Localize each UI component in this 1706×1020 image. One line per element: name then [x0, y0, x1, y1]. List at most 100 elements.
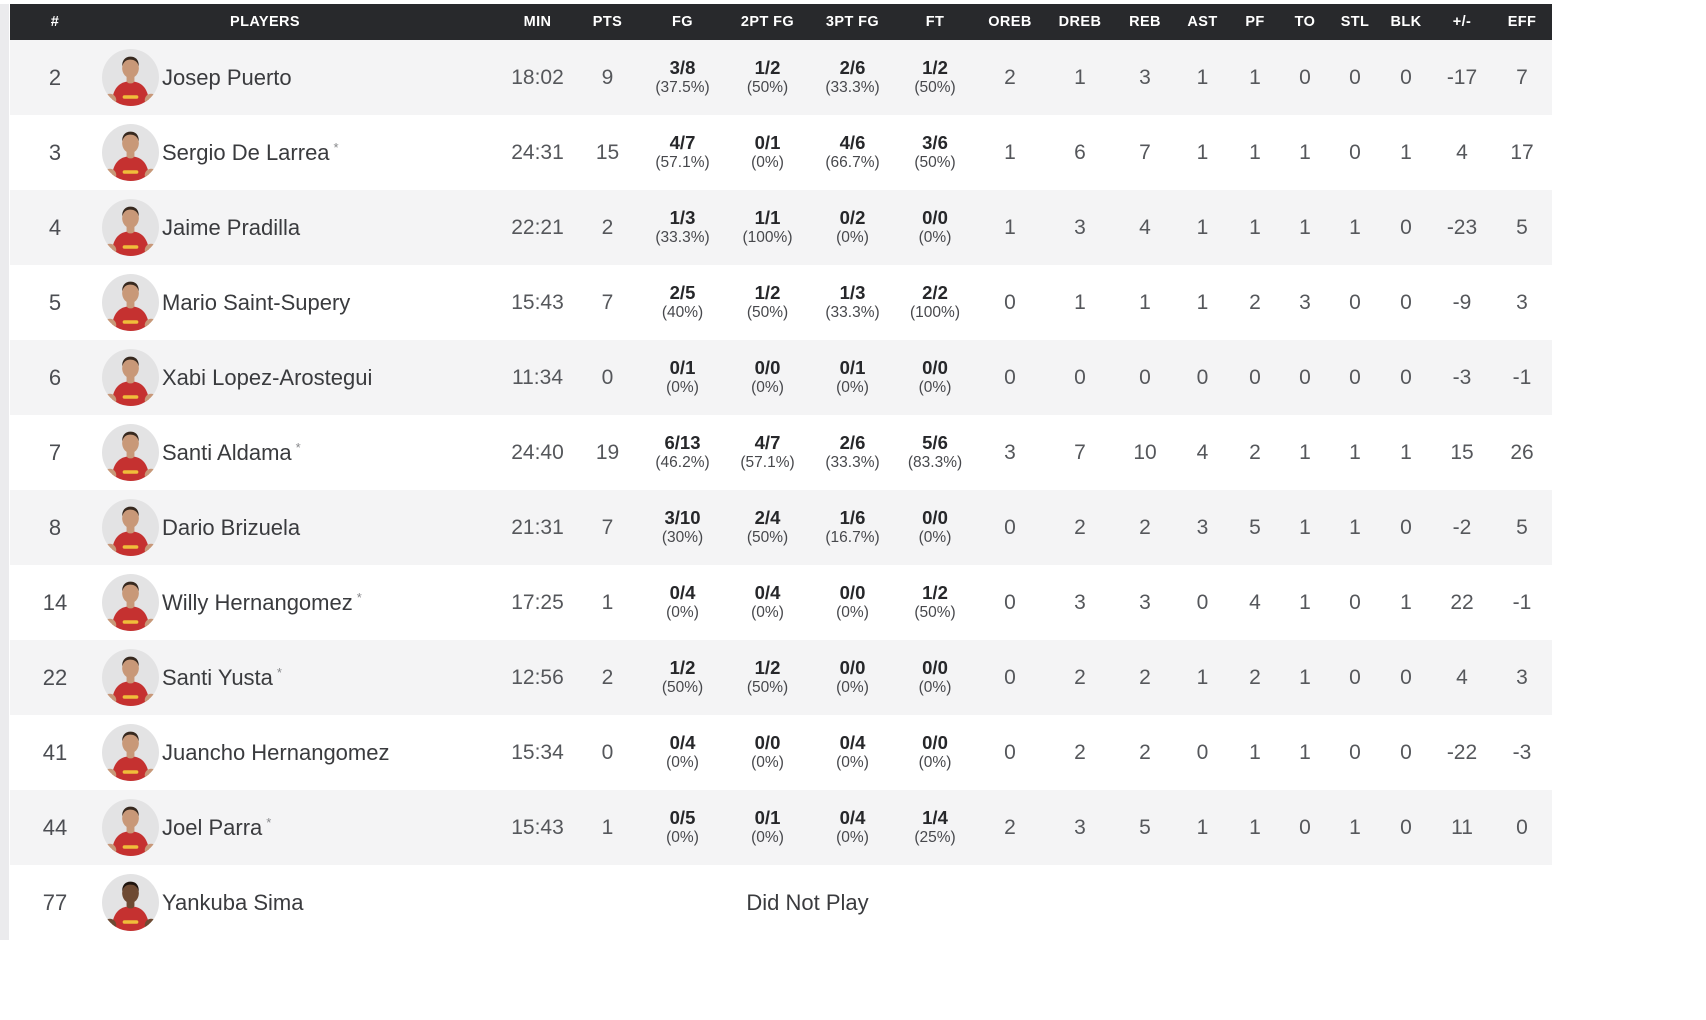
stat-oreb: 1: [1004, 215, 1016, 239]
column-header-ast: AST: [1187, 14, 1218, 30]
player-row[interactable]: 44 Joel Parra * 15:43 1 0/5 (0%) 0/1 (0%) 0/4 (0%…: [10, 790, 1552, 865]
stat-oreb: 0: [1004, 740, 1016, 764]
stat-fg2-made-attempted: 0/1: [754, 807, 781, 829]
player-name[interactable]: Joel Parra *: [160, 815, 500, 841]
player-avatar-cell: [100, 424, 160, 481]
column-header-stl: STL: [1340, 14, 1370, 30]
stat-dreb: 1: [1074, 290, 1086, 314]
stat-pts: 1: [601, 815, 614, 839]
player-avatar: [101, 199, 159, 256]
stat-stl: 0: [1349, 290, 1361, 314]
player-row[interactable]: 4 Jaime Pradilla 22:21 2 1/3 (33.3%) 1/1 (100%…: [10, 190, 1552, 265]
stat-fg: 4/7 (57.1%): [640, 132, 725, 172]
stat-pf: 2: [1249, 440, 1261, 464]
stat-fg2-percentage: (50%): [746, 304, 789, 322]
stat-fg-made-attempted: 3/8: [669, 57, 696, 79]
stat-fg3: 0/0 (0%): [810, 657, 895, 697]
player-avatar-cell: [100, 874, 160, 931]
stat-fg2-made-attempted: 0/0: [754, 732, 781, 754]
player-number: 44: [42, 814, 68, 840]
stat-pf: 2: [1249, 290, 1261, 314]
player-row[interactable]: 5 Mario Saint-Supery 15:43 7 2/5 (40%) 1/2 (50…: [10, 265, 1552, 340]
stat-fg2: 0/1 (0%): [725, 132, 810, 172]
stat-pm: 11: [1451, 815, 1473, 839]
player-number: 7: [48, 439, 62, 465]
stat-dreb: 3: [1074, 215, 1086, 239]
player-name[interactable]: Sergio De Larrea *: [160, 140, 500, 166]
player-avatar: [101, 799, 159, 856]
player-name[interactable]: Yankuba Sima: [160, 890, 500, 916]
player-row[interactable]: 6 Xabi Lopez-Arostegui 11:34 0 0/1 (0%) 0/0 (0…: [10, 340, 1552, 415]
stat-to: 0: [1299, 65, 1311, 89]
stat-fg-made-attempted: 0/1: [669, 357, 696, 379]
column-header-blk: BLK: [1390, 14, 1422, 30]
player-row[interactable]: 2 Josep Puerto 18:02 9 3/8 (37.5%) 1/2 (50%) 2/…: [10, 40, 1552, 115]
player-name[interactable]: Santi Yusta *: [160, 665, 500, 691]
player-number: 22: [42, 664, 68, 690]
player-name-text: Joel Parra: [162, 814, 263, 840]
player-avatar: [101, 424, 159, 481]
stat-ast: 1: [1196, 215, 1209, 239]
column-header-dreb: DREB: [1058, 14, 1102, 30]
player-avatar-cell: [100, 649, 160, 706]
starter-marker: *: [266, 814, 272, 830]
stat-reb: 10: [1133, 440, 1157, 464]
player-row[interactable]: 3 Sergio De Larrea * 24:31 15 4/7 (57.1%) 0/1(…: [10, 115, 1552, 190]
player-name[interactable]: Santi Aldama *: [160, 440, 500, 466]
stat-blk: 0: [1400, 665, 1412, 689]
stat-ft-made-attempted: 0/0: [922, 657, 948, 679]
stat-reb: 5: [1139, 815, 1151, 839]
stat-to: 1: [1299, 740, 1311, 764]
column-header-ft: FT: [925, 14, 945, 30]
player-number: 77: [42, 889, 68, 915]
player-name[interactable]: Juancho Hernangomez: [160, 740, 500, 766]
stat-ast: 0: [1196, 740, 1209, 764]
player-avatar-cell: [100, 499, 160, 556]
player-row[interactable]: 14 Willy Hernangomez * 17:25 1 0/4 (0%) 0/4 (0%…: [10, 565, 1552, 640]
stat-ft-made-attempted: 5/6: [922, 432, 948, 454]
stat-fg3-percentage: (0%): [836, 604, 869, 622]
stat-fg2-made-attempted: 1/1: [754, 207, 781, 229]
column-header-pf: PF: [1245, 14, 1265, 30]
stat-ft: 0/0 (0%): [895, 357, 975, 397]
player-avatar: [101, 49, 159, 106]
stat-fg3-made-attempted: 0/0: [839, 582, 866, 604]
stat-fg2: 1/1 (100%): [725, 207, 810, 247]
stat-to: 1: [1299, 590, 1311, 614]
stat-fg2-percentage: (0%): [751, 154, 784, 172]
player-name[interactable]: Dario Brizuela: [160, 515, 500, 541]
stat-pts: 0: [601, 740, 614, 764]
stat-reb: 1: [1139, 290, 1151, 314]
stat-stl: 1: [1349, 440, 1361, 464]
stat-dreb: 2: [1074, 665, 1086, 689]
stat-pm: -22: [1446, 740, 1478, 764]
stat-fg2-percentage: (0%): [751, 829, 784, 847]
player-row[interactable]: 77 Yankuba Sima Did Not Play: [10, 865, 1552, 940]
player-name[interactable]: Xabi Lopez-Arostegui: [160, 365, 500, 391]
stat-blk: 0: [1400, 740, 1412, 764]
stat-to: 0: [1299, 365, 1311, 389]
stat-fg3: 1/3 (33.3%): [810, 282, 895, 322]
player-name[interactable]: Jaime Pradilla: [160, 215, 500, 241]
stat-fg3-made-attempted: 0/4: [839, 807, 866, 829]
stat-fg2: 0/0 (0%): [725, 732, 810, 772]
player-row[interactable]: 7 Santi Aldama * 24:40 19 6/13 (46.2%) 4/7 (57.…: [10, 415, 1552, 490]
player-avatar: [101, 724, 159, 781]
player-name[interactable]: Josep Puerto: [160, 65, 500, 91]
player-row[interactable]: 8 Dario Brizuela 21:31 7 3/10 (30%) 2/4 (50%) 1…: [10, 490, 1552, 565]
player-row[interactable]: 22 Santi Yusta * 12:56 2 1/2 (50%) 1/2 (50%) 0/0…: [10, 640, 1552, 715]
stat-fg-percentage: (50%): [661, 679, 704, 697]
player-name[interactable]: Mario Saint-Supery: [160, 290, 500, 316]
stat-min: 21:31: [511, 515, 564, 539]
player-number: 41: [42, 739, 68, 765]
stat-ft-made-attempted: 0/0: [922, 357, 948, 379]
stat-eff: -1: [1512, 365, 1532, 389]
stat-min: 15:34: [511, 740, 564, 764]
stat-fg2-percentage: (50%): [746, 79, 789, 97]
player-name[interactable]: Willy Hernangomez *: [160, 590, 500, 616]
starter-marker: *: [295, 439, 301, 455]
player-row[interactable]: 41 Juancho Hernangomez 15:34 0 0/4 (0%) 0/0 (0…: [10, 715, 1552, 790]
stat-min: 24:31: [511, 140, 564, 164]
stat-fg3-made-attempted: 1/6: [839, 507, 866, 529]
stat-fg3-percentage: (0%): [836, 679, 869, 697]
